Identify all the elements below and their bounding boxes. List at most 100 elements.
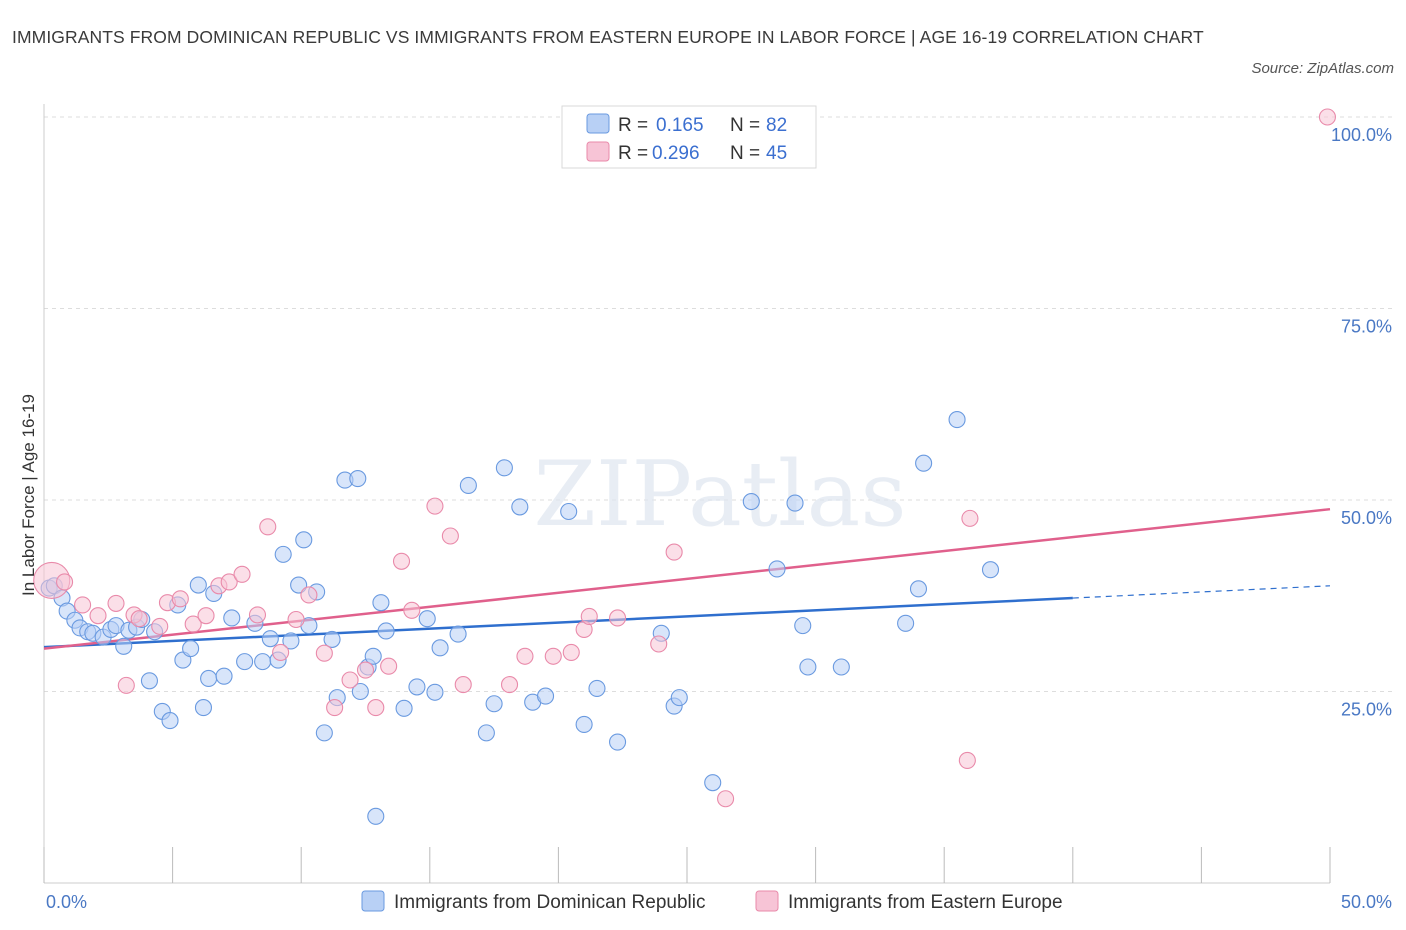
axes — [43, 104, 1331, 884]
point-blue-80 — [948, 411, 966, 429]
point-blue-76 — [832, 658, 850, 676]
point-blue-71 — [742, 492, 760, 511]
point-pink-35 — [562, 643, 580, 661]
point-blue-23 — [194, 699, 213, 717]
point-blue-53 — [426, 683, 444, 701]
point-pink-32 — [500, 676, 519, 694]
point-pink-16 — [248, 606, 267, 624]
point-blue-30 — [254, 653, 272, 671]
grid-lines — [44, 116, 1392, 692]
point-pink-7 — [130, 610, 148, 628]
x-tick-label-1: 50.0% — [1341, 892, 1392, 912]
point-blue-62 — [536, 687, 555, 705]
point-blue-58 — [485, 695, 503, 713]
point-blue-27 — [223, 609, 241, 627]
point-blue-77 — [897, 614, 915, 632]
series-legend-label-pink: Immigrants from Eastern Europe — [788, 892, 1063, 913]
legend-n-label-2: N = — [730, 143, 760, 164]
point-blue-64 — [575, 715, 593, 733]
point-pink-5 — [117, 676, 135, 694]
point-pink-26 — [380, 657, 398, 675]
point-pink-12 — [197, 607, 215, 625]
point-pink-19 — [287, 610, 305, 629]
point-pink-28 — [403, 601, 421, 619]
legend-swatch-pink — [586, 141, 610, 162]
tick-labels: 25.0% 50.0% 75.0% 100.0% 0.0% 50.0% — [46, 125, 1392, 912]
point-blue-78 — [909, 580, 928, 598]
legend-n-value-1: 82 — [766, 115, 787, 136]
point-pink-8 — [151, 617, 169, 635]
point-pink-27 — [392, 552, 411, 570]
point-blue-11 — [115, 637, 133, 655]
point-pink-14 — [220, 573, 238, 591]
data-points — [33, 108, 1336, 825]
watermark: ZIPatlas — [533, 442, 906, 547]
point-blue-79 — [915, 454, 933, 472]
point-pink-4 — [107, 594, 125, 612]
point-blue-57 — [477, 724, 495, 742]
point-blue-74 — [794, 617, 812, 635]
point-blue-49 — [377, 622, 395, 640]
point-pink-37 — [580, 607, 598, 625]
point-blue-36 — [295, 531, 313, 549]
point-pink-41 — [717, 790, 735, 808]
point-blue-22 — [189, 576, 207, 594]
point-pink-25 — [367, 699, 385, 717]
point-blue-81 — [981, 561, 1000, 579]
point-blue-46 — [364, 647, 382, 665]
point-blue-52 — [418, 610, 436, 628]
point-pink-24 — [356, 661, 375, 679]
point-blue-47 — [367, 807, 385, 825]
point-pink-1 — [56, 573, 74, 591]
point-pink-29 — [426, 497, 444, 515]
point-blue-69 — [670, 689, 688, 707]
point-pink-18 — [272, 643, 290, 661]
source-note: Source: ZipAtlas.com — [1251, 60, 1394, 77]
point-pink-23 — [341, 671, 359, 689]
point-blue-65 — [588, 679, 606, 697]
y-tick-label-3: 100.0% — [1331, 125, 1392, 145]
point-pink-21 — [315, 644, 333, 662]
point-blue-31 — [261, 630, 279, 648]
trend-line-blue — [43, 596, 1073, 649]
point-blue-18 — [161, 712, 179, 730]
y-tick-label-0: 25.0% — [1341, 700, 1392, 720]
point-blue-43 — [349, 470, 367, 488]
point-blue-73 — [786, 494, 804, 512]
legend-n-label-1: N = — [730, 115, 760, 136]
legend-r-label-1: R = — [618, 115, 648, 136]
point-pink-10 — [171, 590, 189, 608]
point-pink-38 — [609, 609, 627, 627]
y-tick-label-1: 50.0% — [1341, 508, 1392, 528]
point-blue-34 — [282, 632, 300, 650]
point-blue-54 — [431, 639, 449, 657]
trend-extension-blue — [1072, 585, 1331, 599]
point-pink-44 — [1318, 108, 1336, 126]
point-blue-44 — [351, 682, 369, 701]
point-pink-3 — [89, 607, 107, 625]
point-blue-56 — [459, 476, 477, 494]
point-blue-72 — [768, 560, 786, 578]
point-blue-55 — [449, 625, 467, 643]
stats-legend: R = 0.165 N = 82 R = 0.296 N = 45 — [561, 105, 817, 169]
point-blue-63 — [560, 502, 578, 521]
point-blue-70 — [704, 774, 722, 792]
point-blue-59 — [495, 459, 513, 477]
series-legend: Immigrants from Dominican Republic Immig… — [361, 890, 1063, 913]
legend-r-label-2: R = — [618, 143, 648, 164]
x-tick-label-0: 0.0% — [46, 892, 87, 912]
point-blue-66 — [609, 733, 627, 751]
legend-r-value-1: 0.165 — [656, 115, 704, 136]
point-blue-26 — [215, 667, 233, 685]
point-pink-20 — [300, 586, 318, 604]
point-blue-40 — [323, 630, 341, 648]
point-pink-31 — [454, 676, 472, 694]
series-legend-swatch-blue — [361, 890, 385, 912]
y-axis-label: In Labor Force | Age 16-19 — [19, 394, 38, 596]
legend-n-value-2: 45 — [766, 143, 787, 164]
point-blue-75 — [799, 658, 817, 676]
point-blue-39 — [315, 724, 333, 742]
point-pink-11 — [184, 615, 202, 633]
point-pink-2 — [74, 596, 92, 614]
